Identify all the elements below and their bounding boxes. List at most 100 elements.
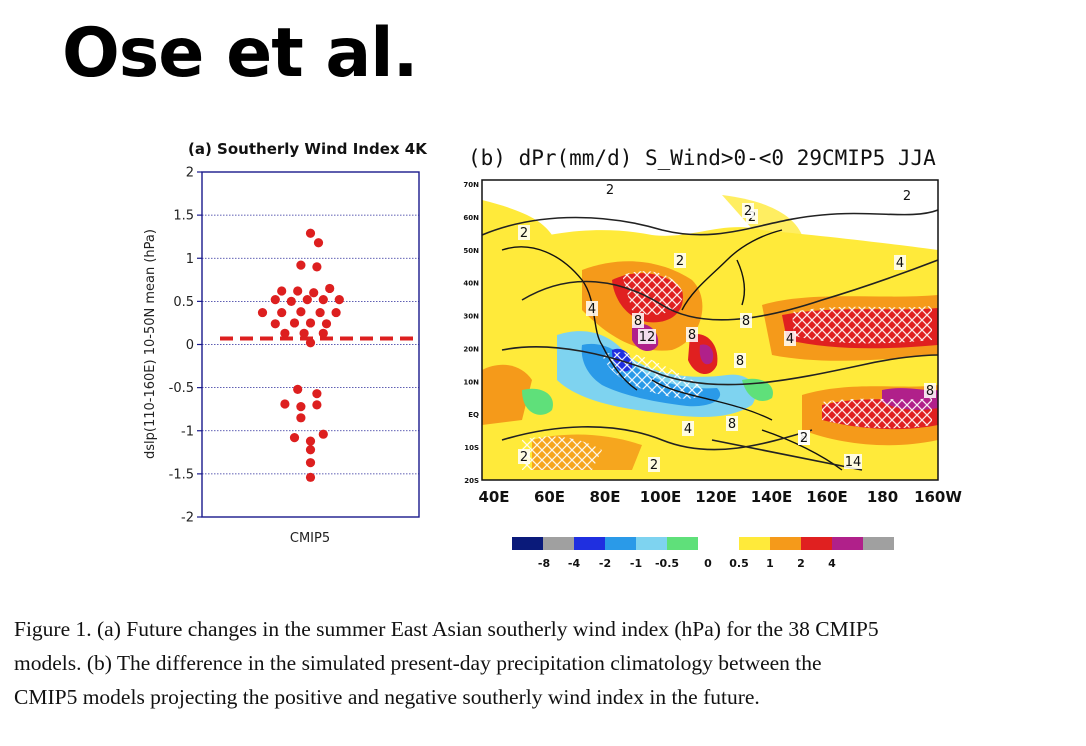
latitude-label: 40N: [463, 280, 479, 288]
colorbar-swatch: [863, 537, 894, 550]
svg-text:8: 8: [634, 314, 642, 329]
data-point: [305, 338, 316, 348]
data-point: [305, 318, 316, 328]
colorbar-label: -8: [538, 557, 550, 570]
latitude-label: 10S: [464, 444, 479, 452]
svg-text:14: 14: [845, 455, 862, 470]
longitude-label: 100E: [640, 488, 682, 506]
data-point: [289, 318, 300, 328]
data-point: [289, 433, 300, 443]
caption-line-1: Figure 1. (a) Future changes in the summ…: [14, 617, 879, 641]
data-point: [286, 296, 296, 306]
data-point: [312, 389, 322, 399]
y-tick-label: -1.5: [169, 467, 194, 482]
colorbar-label: -0.5: [655, 557, 679, 570]
data-point: [313, 238, 324, 248]
data-point: [296, 413, 306, 423]
panel-b-map-figure: (b) dPr(mm/d) S_Wind>0-<0 29CMIP5 JJA: [462, 140, 962, 580]
data-point: [331, 307, 341, 318]
data-point: [305, 228, 316, 238]
colorbar-label: 2: [797, 557, 805, 570]
y-tick-label: 1.5: [173, 209, 194, 224]
contour-label: 8: [686, 327, 698, 343]
data-point: [305, 445, 316, 455]
data-point: [325, 283, 335, 294]
contour-label: 2: [674, 253, 686, 269]
svg-text:4: 4: [684, 422, 692, 437]
colorbar-swatch: [832, 537, 863, 550]
svg-text:2: 2: [606, 183, 614, 198]
data-point: [280, 399, 290, 409]
data-point: [257, 307, 268, 318]
scatter-y-ticks: -2 -1.5 -1 -0.5 0 0.5 1 1.5 2: [169, 166, 202, 526]
contour-label: 2: [518, 225, 530, 241]
figure-caption: Figure 1. (a) Future changes in the summ…: [14, 612, 1074, 714]
y-tick-label: -1: [181, 424, 194, 439]
contour-label: 4: [894, 255, 906, 271]
longitude-label: 120E: [695, 488, 737, 506]
contour-label: 8: [740, 313, 752, 329]
svg-text:2: 2: [744, 204, 752, 219]
data-point: [305, 436, 316, 446]
svg-text:4: 4: [786, 332, 794, 347]
colorbar-label: -4: [568, 557, 581, 570]
colorbar: -8 -4 -2 -1 -0.5 0 0.5 1 2 4: [512, 537, 894, 570]
y-tick-label: -2: [181, 511, 194, 526]
y-tick-label: 0: [186, 338, 194, 353]
longitude-label: 160E: [806, 488, 848, 506]
caption-line-3: CMIP5 models projecting the positive and…: [14, 685, 760, 709]
data-point: [318, 429, 328, 439]
longitude-label: 60E: [534, 488, 565, 506]
contour-label: 8: [726, 416, 738, 432]
contour-label: 4: [586, 301, 598, 317]
latitude-label: 30N: [463, 313, 479, 321]
y-tick-label: -0.5: [169, 381, 194, 396]
longitude-labels: 40E 60E 80E 100E 120E 140E 160E 180 160W: [478, 488, 962, 506]
colorbar-label: 0: [704, 557, 712, 570]
y-tick-label: 1: [186, 252, 194, 267]
data-point: [277, 286, 287, 296]
svg-text:2: 2: [903, 189, 911, 204]
svg-text:4: 4: [896, 256, 904, 271]
colorbar-swatch: [770, 537, 801, 550]
colorbar-swatch: [667, 537, 698, 550]
latitude-label: EQ: [468, 411, 479, 419]
data-point: [305, 458, 316, 468]
colorbar-swatch: [512, 537, 543, 550]
svg-text:2: 2: [650, 458, 658, 473]
contour-label: 8: [924, 383, 936, 399]
data-point: [296, 260, 306, 270]
data-point: [277, 307, 287, 318]
data-point: [315, 307, 325, 318]
latitude-label: 70N: [463, 181, 479, 189]
data-point: [318, 295, 328, 305]
latitude-labels: 70N 60N 50N 40N 30N 20N 10N EQ 10S 20S: [463, 181, 479, 485]
contour-label: 8: [734, 353, 746, 369]
y-axis-label: dslp(110-160E) 10-50N mean (hPa): [143, 229, 158, 459]
latitude-label: 10N: [463, 378, 479, 386]
svg-text:8: 8: [736, 354, 744, 369]
svg-text:2: 2: [676, 254, 684, 269]
contour-label: 2: [518, 449, 530, 465]
panel-a-title: (a) Southerly Wind Index 4K: [188, 140, 427, 158]
longitude-label: 140E: [751, 488, 793, 506]
data-point: [312, 400, 322, 410]
contour-label: 2: [742, 203, 754, 219]
colorbar-swatch: [574, 537, 605, 550]
contour-label: 4: [784, 331, 796, 347]
contour-label: 2: [648, 457, 660, 473]
precip-map-svg: 70N 60N 50N 40N 30N 20N 10N EQ 10S 20S 40E 60E 80E 1…: [463, 179, 962, 570]
colorbar-label: 4: [828, 557, 836, 570]
svg-text:8: 8: [688, 328, 696, 343]
svg-text:8: 8: [742, 314, 750, 329]
colorbar-label: 0.5: [729, 557, 749, 570]
data-point: [299, 328, 309, 338]
svg-text:4: 4: [588, 302, 596, 317]
longitude-label: 160W: [914, 488, 962, 506]
data-point: [305, 472, 316, 482]
svg-text:2: 2: [800, 431, 808, 446]
colorbar-swatch: [739, 537, 770, 550]
contour-label: 14: [844, 454, 862, 470]
data-point: [318, 328, 328, 338]
colorbar-label: -1: [630, 557, 642, 570]
